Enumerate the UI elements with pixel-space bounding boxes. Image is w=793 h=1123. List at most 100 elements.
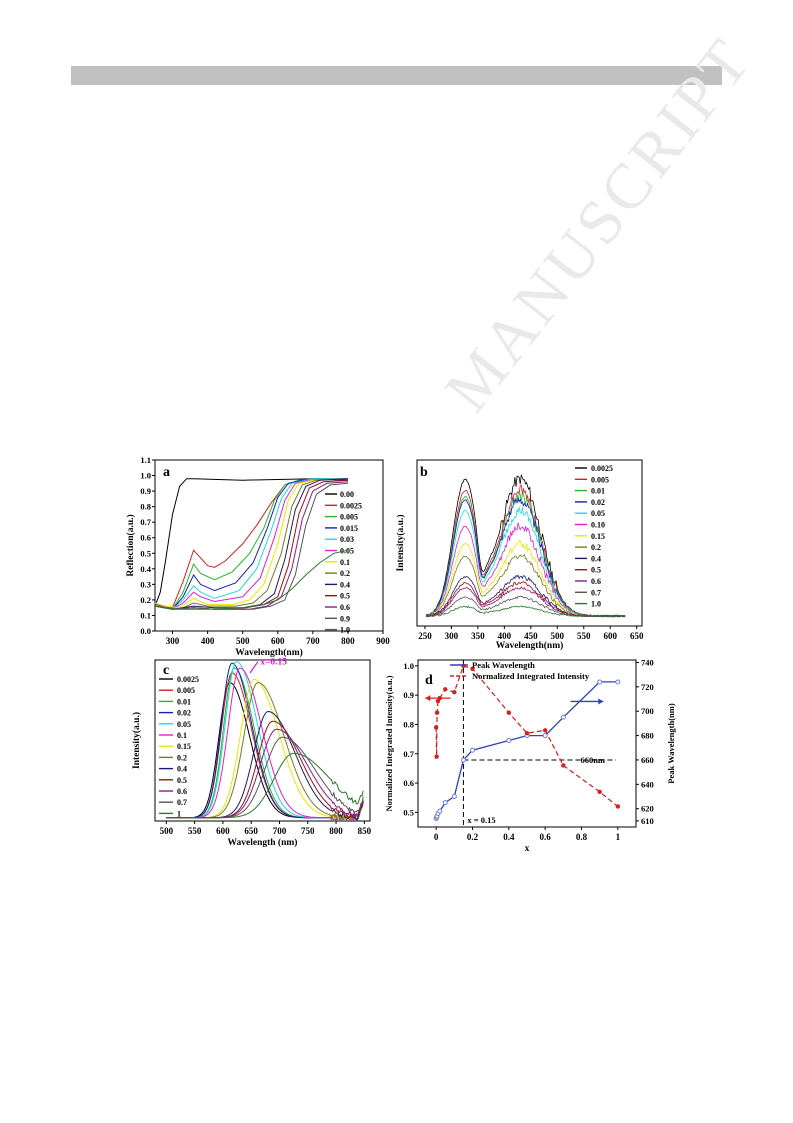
y2-tick-label: 700 [641, 706, 654, 716]
y-axis-label: Reflection(a.u.) [125, 514, 136, 576]
data-point-peak-wavelength [460, 757, 466, 763]
x-tick-label: 700 [273, 826, 287, 836]
legend-label: 0.05 [340, 547, 354, 556]
y2-tick-label: 680 [641, 731, 654, 741]
x-tick-label: 250 [418, 631, 432, 641]
legend-label: 0.9 [340, 614, 350, 623]
x-tick-label: 0.4 [503, 832, 515, 842]
y2-tick-label: 620 [641, 804, 654, 814]
legend-label: 0.15 [591, 532, 605, 541]
x-tick-label: 500 [236, 636, 250, 646]
legend-label: 0.5 [591, 566, 601, 575]
data-point-peak-wavelength [542, 733, 548, 739]
y-tick-label: 0.5 [403, 807, 414, 817]
data-point-integrated-intensity [597, 789, 602, 795]
y2-tick-label: 610 [641, 816, 654, 826]
data-point-integrated-intensity [470, 666, 475, 671]
chart-panel-b: 250 300 350 400 450 500 550 600 650 0.0025 0.005 0.… [395, 455, 660, 665]
data-point-integrated-intensity [542, 728, 548, 733]
y2-tick-label: 640 [641, 779, 654, 789]
legend-label: 0.2 [340, 569, 350, 578]
y-tick-label: 0.4 [140, 564, 151, 574]
chart-panel-d: 0 0.2 0.4 0.6 0.8 1 0.5 0.6 0.7 0.8 0.9 1.0 610 620 64… [380, 655, 700, 865]
legend-label: 0.5 [177, 776, 187, 785]
y-tick-label: 0.7 [140, 517, 151, 527]
annotation-660: 660nm [580, 755, 605, 765]
data-point-integrated-intensity [561, 763, 566, 768]
legend-label: 0.0025 [177, 675, 199, 684]
legend-label: 0.005 [177, 686, 195, 695]
series-line [154, 549, 349, 610]
x-tick-label: 0.8 [576, 832, 588, 842]
x-tick-label: 900 [376, 636, 390, 646]
x-tick-label: 750 [301, 826, 315, 836]
legend-label: 0.05 [591, 509, 605, 518]
data-point-peak-wavelength [597, 679, 603, 685]
y-tick-label: 0.2 [140, 595, 151, 605]
x-tick-label: 700 [306, 636, 320, 646]
x-tick-label: 300 [166, 636, 180, 646]
legend-label: 1.0 [591, 600, 601, 609]
x-axis-label: Wavelength(nm) [235, 647, 303, 658]
y2-tick-label: 720 [641, 682, 654, 692]
legend-label: Normalized Integrated Intensity [472, 671, 590, 681]
series-line [154, 478, 348, 610]
series-line [154, 478, 348, 610]
data-point-integrated-intensity [452, 690, 457, 695]
series-line [154, 478, 348, 609]
x-tick-label: 800 [341, 636, 355, 646]
header-bar [71, 66, 722, 85]
x-tick-label: 350 [471, 631, 485, 641]
legend-label: 0.2 [591, 543, 601, 552]
x-tick-label: 650 [630, 631, 644, 641]
y-axis-label: Normalized Integrated Intensity(a.u.) [384, 675, 394, 811]
series-line [154, 478, 348, 607]
legend-label: 0.01 [591, 487, 605, 496]
data-point-integrated-intensity [506, 710, 512, 715]
legend-label: 0.4 [177, 765, 187, 774]
chart-c: 500 550 600 650 700 750 800 850 0.0025 0.005 0.01 0… [131, 658, 372, 848]
plot-frame [154, 459, 384, 632]
legend-label: 0.00 [340, 490, 354, 499]
y-tick-label: 0.9 [140, 486, 151, 496]
data-point-integrated-intensity [524, 731, 530, 736]
annotation-x: x = 0.15 [467, 815, 495, 825]
legend-label: 0.015 [340, 524, 358, 533]
chart-d: 0 0.2 0.4 0.6 0.8 1 0.5 0.6 0.7 0.8 0.9 1.0 610 620 64… [384, 657, 676, 854]
legend-label: 0.6 [177, 787, 187, 796]
data-point-peak-wavelength [470, 747, 475, 753]
series-line [166, 752, 364, 819]
legend-label: 0.005 [340, 513, 358, 522]
legend-label: 0.0025 [591, 464, 613, 473]
x-tick-label: 550 [577, 631, 591, 641]
y-tick-label: 0.3 [140, 579, 151, 589]
y-tick-label: 0.5 [140, 548, 151, 558]
y-axis-label: Intensity(a.u.) [395, 514, 406, 571]
x-tick-label: 600 [603, 631, 617, 641]
y-tick-label: 0.9 [403, 690, 414, 700]
y-tick-label: 0.0 [140, 626, 151, 636]
legend-label: 0.7 [591, 588, 601, 597]
y-tick-label: 0.6 [140, 533, 151, 543]
legend-label: 0.1 [340, 558, 350, 567]
x-tick-label: 600 [271, 636, 285, 646]
legend-label: 0.10 [591, 521, 605, 530]
series-line [154, 478, 348, 610]
x-tick-label: 500 [551, 631, 565, 641]
data-point-integrated-intensity [433, 725, 439, 730]
legend-label: 0.4 [340, 580, 350, 589]
legend-label: 0.15 [177, 742, 191, 751]
legend-label: 0.03 [340, 535, 354, 544]
data-point-peak-wavelength [560, 714, 566, 720]
right-axis-indicator-head [598, 698, 604, 705]
y-tick-label: 0.6 [403, 778, 414, 788]
panel-label: c [163, 663, 169, 678]
data-point-integrated-intensity [434, 754, 439, 759]
legend-label: 0.005 [591, 475, 609, 484]
x-tick-label: 600 [216, 826, 230, 836]
x-tick-label: 650 [244, 826, 258, 836]
legend-label: 0.02 [591, 498, 605, 507]
annotation-arrow [249, 661, 259, 674]
x-tick-label: 550 [188, 826, 202, 836]
legend-label: 1 [177, 809, 181, 818]
